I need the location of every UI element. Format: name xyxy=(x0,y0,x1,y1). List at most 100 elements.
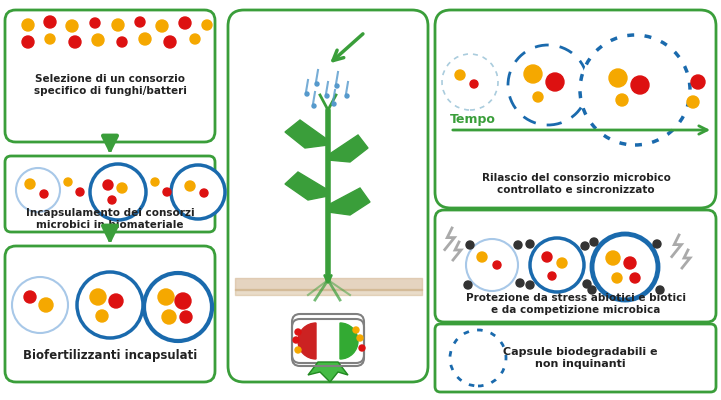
Ellipse shape xyxy=(22,19,34,31)
Ellipse shape xyxy=(295,329,301,335)
Ellipse shape xyxy=(117,183,127,193)
Ellipse shape xyxy=(24,291,36,303)
Ellipse shape xyxy=(158,289,174,305)
Text: Capsule biodegradabili e
non inquinanti: Capsule biodegradabili e non inquinanti xyxy=(503,347,658,369)
Ellipse shape xyxy=(455,70,465,80)
Ellipse shape xyxy=(175,293,191,309)
Ellipse shape xyxy=(526,240,534,248)
Ellipse shape xyxy=(526,281,534,289)
Ellipse shape xyxy=(90,164,146,220)
Ellipse shape xyxy=(200,189,208,197)
Ellipse shape xyxy=(612,273,622,283)
Polygon shape xyxy=(328,135,368,162)
Ellipse shape xyxy=(163,188,171,196)
Ellipse shape xyxy=(162,310,176,324)
Ellipse shape xyxy=(466,239,518,291)
Ellipse shape xyxy=(588,286,596,294)
Ellipse shape xyxy=(656,286,664,294)
Ellipse shape xyxy=(335,84,339,88)
Ellipse shape xyxy=(624,257,636,269)
Text: Selezione di un consorzio
specifico di funghi/batteri: Selezione di un consorzio specifico di f… xyxy=(34,74,187,96)
Ellipse shape xyxy=(64,178,72,186)
Ellipse shape xyxy=(90,289,106,305)
Ellipse shape xyxy=(45,34,55,44)
Ellipse shape xyxy=(653,240,661,248)
Ellipse shape xyxy=(477,252,487,262)
FancyBboxPatch shape xyxy=(435,10,716,208)
Ellipse shape xyxy=(530,238,584,292)
Ellipse shape xyxy=(190,34,200,44)
Ellipse shape xyxy=(69,36,81,48)
Ellipse shape xyxy=(464,281,472,289)
FancyBboxPatch shape xyxy=(5,10,215,142)
Ellipse shape xyxy=(315,82,319,86)
FancyBboxPatch shape xyxy=(292,319,364,363)
Ellipse shape xyxy=(305,92,309,96)
Ellipse shape xyxy=(103,180,113,190)
Ellipse shape xyxy=(40,190,48,198)
Ellipse shape xyxy=(77,272,143,338)
Ellipse shape xyxy=(581,242,589,250)
Ellipse shape xyxy=(606,251,620,265)
Ellipse shape xyxy=(139,33,151,45)
Ellipse shape xyxy=(16,168,60,212)
Ellipse shape xyxy=(135,17,145,27)
Polygon shape xyxy=(308,362,348,382)
Polygon shape xyxy=(328,188,370,215)
Ellipse shape xyxy=(312,104,316,108)
Ellipse shape xyxy=(450,330,506,386)
Ellipse shape xyxy=(151,178,159,186)
Ellipse shape xyxy=(325,94,329,98)
Ellipse shape xyxy=(630,273,640,283)
Ellipse shape xyxy=(542,252,552,262)
Ellipse shape xyxy=(590,238,598,246)
Wedge shape xyxy=(340,323,358,359)
Ellipse shape xyxy=(357,335,363,341)
Polygon shape xyxy=(285,120,328,148)
Ellipse shape xyxy=(592,234,658,300)
Ellipse shape xyxy=(470,80,478,88)
Ellipse shape xyxy=(90,18,100,28)
Ellipse shape xyxy=(180,311,192,323)
Ellipse shape xyxy=(156,20,168,32)
Ellipse shape xyxy=(66,20,78,32)
Ellipse shape xyxy=(353,327,359,333)
FancyBboxPatch shape xyxy=(228,10,428,382)
Ellipse shape xyxy=(295,347,301,353)
Ellipse shape xyxy=(92,34,104,46)
Ellipse shape xyxy=(687,96,699,108)
Ellipse shape xyxy=(117,37,127,47)
Ellipse shape xyxy=(548,272,556,280)
Ellipse shape xyxy=(96,310,108,322)
Text: Rilascio del consorzio microbico
controllato e sincronizzato: Rilascio del consorzio microbico control… xyxy=(482,173,671,195)
Ellipse shape xyxy=(108,196,116,204)
Ellipse shape xyxy=(144,273,212,341)
Ellipse shape xyxy=(332,102,336,106)
Wedge shape xyxy=(298,323,316,359)
Text: Biofertilizzanti incapsulati: Biofertilizzanti incapsulati xyxy=(23,348,197,362)
Ellipse shape xyxy=(202,20,212,30)
Ellipse shape xyxy=(22,36,34,48)
Ellipse shape xyxy=(557,258,567,268)
Text: Incapsulamento dei consorzi
microbici in biomateriale: Incapsulamento dei consorzi microbici in… xyxy=(26,208,195,230)
Ellipse shape xyxy=(546,73,564,91)
Ellipse shape xyxy=(508,45,588,125)
Ellipse shape xyxy=(359,345,365,351)
Ellipse shape xyxy=(76,188,84,196)
FancyBboxPatch shape xyxy=(5,156,215,232)
Ellipse shape xyxy=(514,241,522,249)
Ellipse shape xyxy=(39,298,53,312)
Ellipse shape xyxy=(524,65,542,83)
Ellipse shape xyxy=(616,94,628,106)
Ellipse shape xyxy=(185,181,195,191)
Ellipse shape xyxy=(293,337,299,343)
Ellipse shape xyxy=(580,35,690,145)
Text: Protezione da stress abiotici e biotici
e da competizione microbica: Protezione da stress abiotici e biotici … xyxy=(466,293,686,315)
FancyBboxPatch shape xyxy=(5,246,215,382)
Text: Tempo: Tempo xyxy=(450,114,496,126)
Ellipse shape xyxy=(609,69,627,87)
Ellipse shape xyxy=(631,76,649,94)
Ellipse shape xyxy=(164,36,176,48)
Polygon shape xyxy=(285,172,328,200)
Ellipse shape xyxy=(12,277,68,333)
